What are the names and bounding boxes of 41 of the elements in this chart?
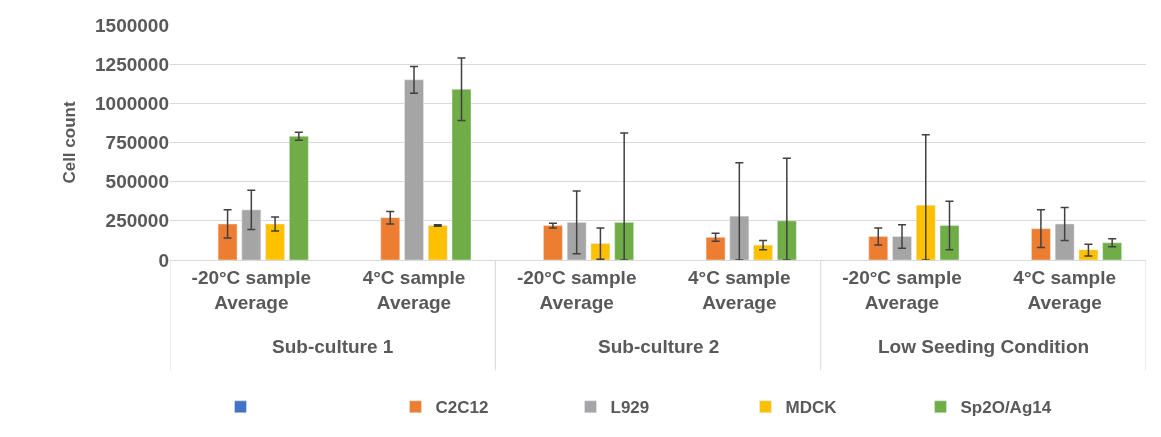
bar (380, 217, 400, 260)
bar (428, 225, 448, 260)
bar (543, 225, 563, 260)
legend-label: L929 (610, 398, 650, 418)
y-tick-label: 1250000 (95, 53, 169, 75)
bar (265, 223, 285, 260)
y-tick-label: 1000000 (95, 92, 169, 114)
y-tick-label: 750000 (105, 132, 169, 154)
text: Sub-culture 1 (272, 336, 394, 357)
bar (705, 237, 726, 260)
legend-label: C2C12 (435, 398, 489, 418)
bar (939, 225, 960, 260)
x-tick-label: -20°C sample Average (842, 266, 962, 313)
bar (451, 88, 472, 260)
x-tick-label: -20°C sample Average (516, 266, 637, 313)
y-tick-label: 1500000 (95, 14, 169, 36)
y-tick-label: 500000 (105, 171, 169, 193)
bar (868, 236, 888, 260)
bar (566, 222, 587, 260)
bar (1054, 223, 1075, 260)
bar (404, 79, 424, 260)
text: Sub-culture 2 (598, 336, 720, 357)
bar (1031, 228, 1051, 260)
x-tick-label: 4°C sample Average (688, 266, 791, 313)
x-tick-label: 4°C sample Average (362, 266, 466, 313)
y-tick-label: 250000 (105, 210, 169, 232)
y-tick-label: 0 (158, 249, 169, 271)
legend-label: MDCK (785, 398, 838, 418)
text: Low Seeding Condition (878, 336, 1090, 357)
legend-label: Sp2O/Ag14 (960, 398, 1052, 418)
y-axis-title: Cell count (59, 101, 79, 184)
x-tick-label: -20°C sample Average (191, 266, 312, 313)
bar (217, 223, 238, 260)
bar (892, 236, 912, 260)
bar (590, 243, 611, 260)
bar (289, 135, 309, 260)
x-tick-label: 4°C sample Average (1013, 266, 1116, 313)
bar (753, 244, 773, 260)
bar (241, 209, 262, 260)
bar (729, 215, 750, 260)
bar (1102, 242, 1122, 260)
